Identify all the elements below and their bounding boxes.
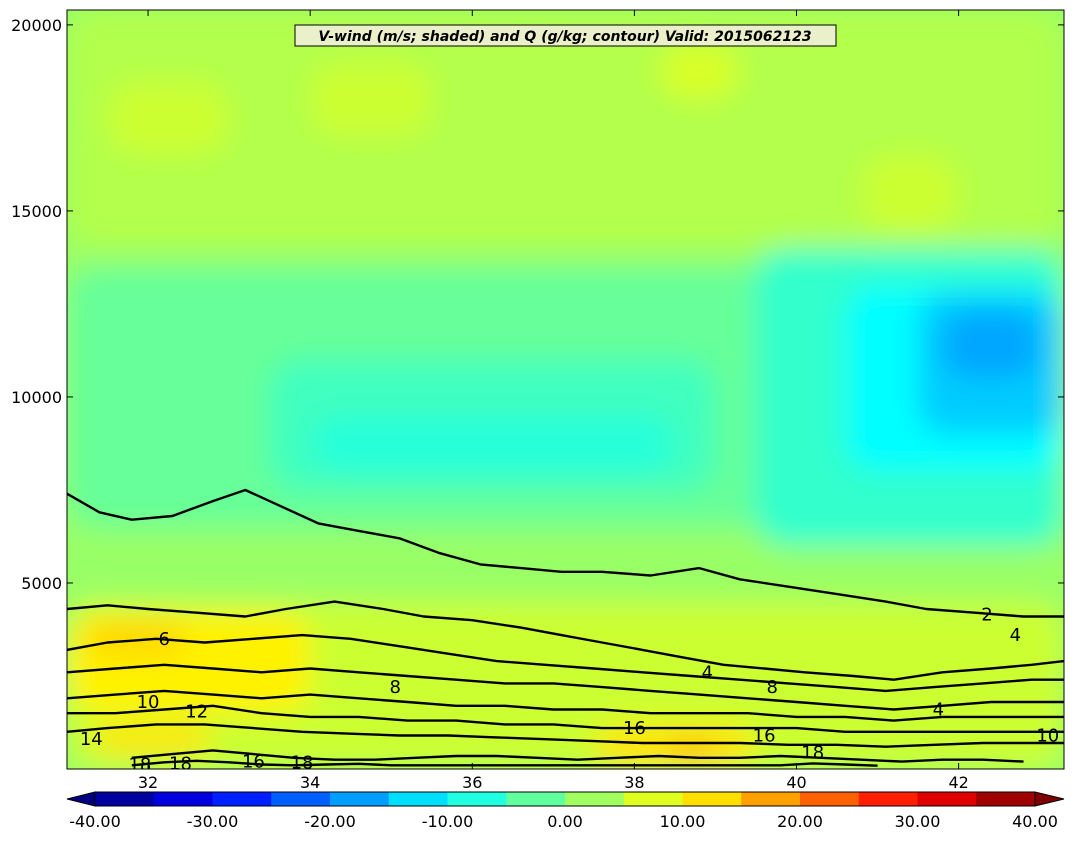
y-tick-label: 5000	[21, 574, 62, 593]
colorbar-extend-max	[1034, 791, 1065, 807]
heatmap-field	[67, 10, 1064, 769]
contour-label: 18	[801, 742, 824, 763]
heatmap-cell	[310, 62, 432, 137]
contour-label: 14	[80, 729, 103, 750]
y-tick-label: 15000	[11, 202, 62, 221]
contour-label: 16	[242, 752, 265, 773]
colorbar-segment	[506, 792, 566, 806]
contour-line-18	[131, 759, 878, 767]
colorbar-segment	[212, 792, 272, 806]
contour-label: 8	[390, 677, 401, 698]
chart-title: V-wind (m/s; shaded) and Q (g/kg; contou…	[318, 29, 811, 45]
x-tick-label: 42	[948, 773, 968, 792]
colorbar-tick-label: -40.00	[69, 812, 121, 831]
colorbar-tick-label: 10.00	[660, 812, 706, 831]
contour-line-6	[67, 633, 1064, 693]
contour-label: 8	[766, 677, 777, 698]
x-tick-label: 36	[462, 773, 482, 792]
contour-line-4	[67, 600, 1064, 681]
heatmap-cell	[310, 415, 675, 472]
colorbar-segment	[95, 792, 155, 806]
x-tick-label: 32	[138, 773, 158, 792]
colorbar-segment	[623, 792, 683, 806]
colorbar-tick-label: -30.00	[187, 812, 239, 831]
x-tick-label: 40	[786, 773, 806, 792]
contour-label: 16	[623, 718, 646, 739]
heatmap-cell	[658, 43, 740, 100]
colorbar-tick-label: 0.00	[547, 812, 583, 831]
contour-lines	[67, 488, 1064, 767]
colorbar-segment	[447, 792, 507, 806]
contour-label: 6	[159, 629, 170, 650]
contour-label: 12	[185, 701, 208, 722]
colorbar-segment	[271, 792, 331, 806]
contour-label: 4	[702, 662, 713, 683]
contour-label: 4	[933, 699, 944, 720]
colorbar-segment	[917, 792, 977, 806]
colorbar-segment	[741, 792, 801, 806]
title-background	[294, 24, 837, 47]
colorbar: -40.00 -30.00 -20.00 -10.00 0.00 10.00 20.00 30…	[66, 791, 1065, 831]
colorbar-segment	[388, 792, 448, 806]
contour-line-2	[67, 488, 1064, 618]
contour-line-8	[67, 663, 1064, 711]
colorbar-segment	[858, 792, 918, 806]
colorbar-tick-label: 20.00	[777, 812, 823, 831]
x-tick-label: 34	[300, 773, 320, 792]
colorbar-segment	[330, 792, 390, 806]
colorbar-frame	[94, 791, 1036, 807]
contour-line-12	[67, 704, 1064, 733]
heatmap-cell	[942, 311, 1040, 379]
chart-title-box: V-wind (m/s; shaded) and Q (g/kg; contou…	[294, 24, 837, 47]
contour-label: 18	[128, 755, 151, 776]
colorbar-segment	[976, 792, 1036, 806]
heatmap-cell	[91, 724, 213, 755]
contour-label: 18	[291, 753, 314, 774]
colorbar-tick-label: -20.00	[304, 812, 356, 831]
contour-label: 10	[137, 692, 160, 713]
colorbar-segment	[153, 792, 213, 806]
contour-line-16	[131, 749, 1024, 763]
colorbar-tick-label: 40.00	[1012, 812, 1058, 831]
heatmap-cell	[67, 10, 1064, 249]
heatmap-blur-group	[67, 10, 1064, 769]
contour-line-14	[67, 723, 1064, 748]
plot-frame	[66, 9, 1065, 770]
colorbar-extend-min	[66, 791, 96, 807]
contour-label: 10	[1036, 726, 1059, 747]
y-tick-label: 20000	[11, 16, 62, 35]
contour-label: 4	[1010, 625, 1021, 646]
heatmap-cell	[107, 80, 230, 156]
colorbar-segment	[565, 792, 625, 806]
colorbar-segment	[682, 792, 742, 806]
contour-line-10	[67, 689, 1064, 722]
colorbar-tick-label: 30.00	[895, 812, 941, 831]
contour-label: 16	[753, 726, 776, 747]
x-tick-label: 38	[624, 773, 644, 792]
contour-label: 18	[169, 753, 192, 774]
contour-label: 2	[981, 605, 992, 626]
colorbar-tick-label: -10.00	[422, 812, 474, 831]
colorbar-segment	[800, 792, 860, 806]
heatmap-cell	[83, 620, 189, 658]
y-tick-label: 10000	[11, 388, 62, 407]
heatmap-cell	[861, 155, 959, 230]
